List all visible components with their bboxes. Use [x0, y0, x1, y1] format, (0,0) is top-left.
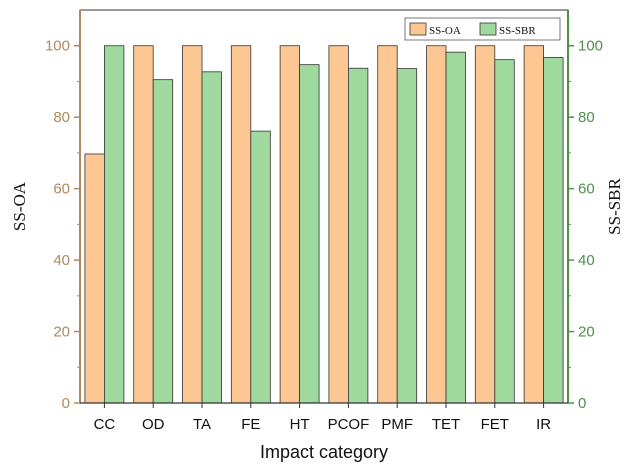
left-tick-label: 0 [62, 395, 70, 412]
x-tick-label: CC [94, 416, 116, 433]
x-tick-label: IR [536, 416, 551, 433]
x-axis-title: Impact category [260, 442, 388, 462]
bar-ss-oa-pmf [377, 45, 398, 404]
left-tick-label: 40 [53, 252, 70, 269]
left-tick-label: 60 [53, 181, 70, 198]
left-tick-label: 80 [53, 109, 70, 126]
bar-ss-oa-fet [474, 45, 496, 404]
bar-ss-sbr-fe [250, 130, 271, 404]
right-tick-label: 40 [578, 252, 595, 269]
legend: SS-OA SS-SBR [404, 17, 561, 41]
right-tick-label: 60 [578, 181, 595, 198]
x-tick-label: PMF [381, 416, 413, 433]
bar-ss-sbr-fet [494, 59, 515, 404]
x-tick-label: OD [142, 416, 165, 433]
left-tick-label: 20 [53, 324, 70, 341]
bar-ss-sbr-ir [543, 57, 564, 404]
legend-swatch-ss-oa [409, 22, 427, 36]
bar-ss-oa-ir [523, 45, 544, 404]
legend-swatch-ss-sbr [479, 22, 497, 36]
bar-ss-oa-tet [426, 45, 447, 404]
right-tick-label: 20 [578, 324, 595, 341]
x-tick-label: PCOF [328, 416, 370, 433]
bar-ss-oa-fe [230, 45, 252, 404]
right-y-axis: 0 20 40 60 80 100 [567, 10, 603, 412]
x-tick-label: FE [241, 416, 260, 433]
bar-ss-sbr-pmf [396, 68, 418, 404]
bar-ss-oa-cc [84, 153, 105, 404]
x-tick-label: HT [290, 416, 310, 433]
x-tick-label: TET [432, 416, 460, 433]
bar-ss-sbr-tet [445, 51, 466, 404]
bar-ss-sbr-ht [299, 64, 320, 404]
right-tick-label: 0 [578, 395, 586, 412]
left-tick-label: 100 [45, 38, 70, 55]
bar-ss-oa-ta [182, 45, 203, 404]
legend-label-ss-sbr: SS-SBR [499, 25, 536, 37]
left-y-axis: 0 20 40 60 80 100 [45, 10, 81, 412]
bar-ss-sbr-pcof [347, 67, 369, 404]
right-axis-title: SS-SBR [605, 177, 624, 234]
right-tick-label: 100 [578, 38, 603, 55]
bar-ss-sbr-cc [104, 45, 125, 404]
x-tick-label: TA [193, 416, 211, 433]
bar-ss-sbr-od [152, 79, 174, 404]
right-tick-label: 80 [578, 109, 595, 126]
bar-ss-oa-ht [279, 45, 301, 404]
x-axis: CC OD TA FE HT PCOF PMF TET FET IR [80, 402, 568, 433]
bar-ss-oa-od [133, 45, 154, 404]
bar-ss-oa-pcof [328, 45, 349, 404]
x-tick-label: FET [481, 416, 509, 433]
bar-ss-sbr-ta [201, 71, 222, 404]
bars-layer [84, 45, 564, 404]
left-axis-title: SS-OA [10, 181, 29, 231]
legend-label-ss-oa: SS-OA [429, 25, 461, 37]
